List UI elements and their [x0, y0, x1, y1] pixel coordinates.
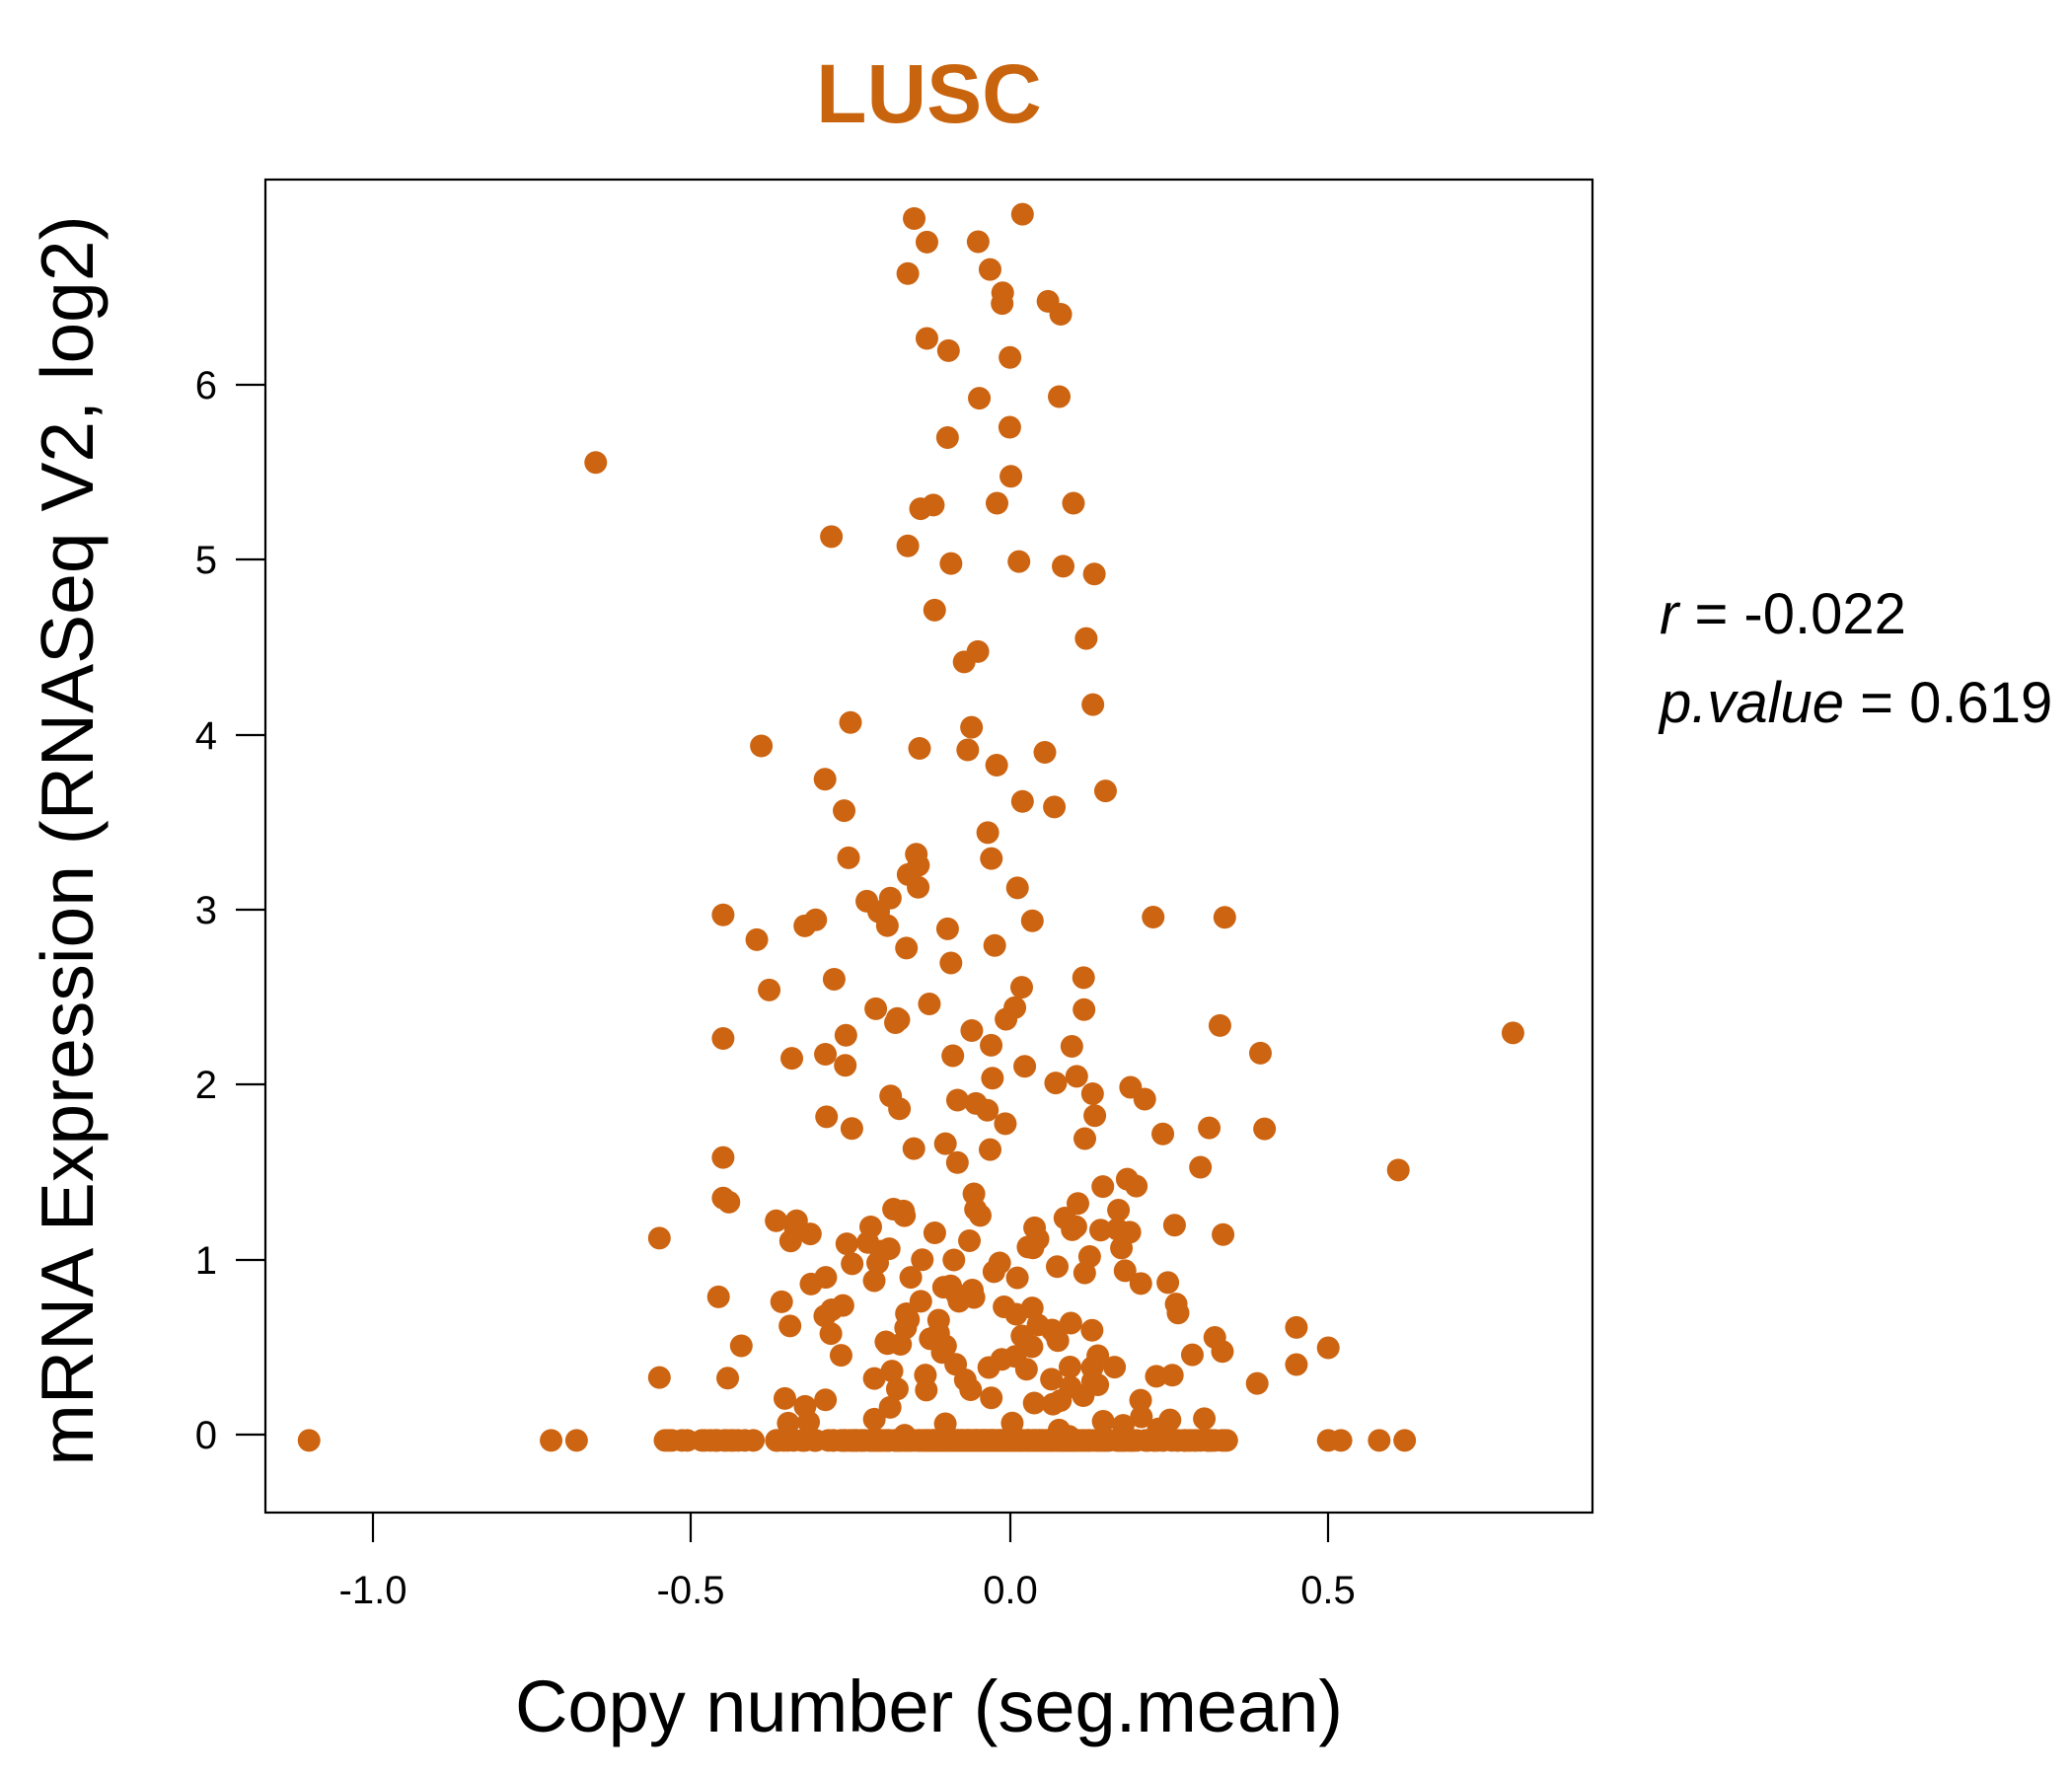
svg-text:2: 2: [195, 1064, 217, 1107]
svg-text:6: 6: [195, 364, 217, 407]
svg-text:1: 1: [195, 1239, 217, 1283]
svg-text:4: 4: [195, 714, 217, 758]
svg-text:0.0: 0.0: [983, 1569, 1038, 1612]
svg-text:0: 0: [195, 1414, 217, 1457]
svg-text:-1.0: -1.0: [339, 1569, 407, 1612]
svg-text:5: 5: [195, 539, 217, 582]
svg-text:-0.5: -0.5: [657, 1569, 725, 1612]
svg-text:0.5: 0.5: [1300, 1569, 1356, 1612]
svg-text:3: 3: [195, 889, 217, 932]
